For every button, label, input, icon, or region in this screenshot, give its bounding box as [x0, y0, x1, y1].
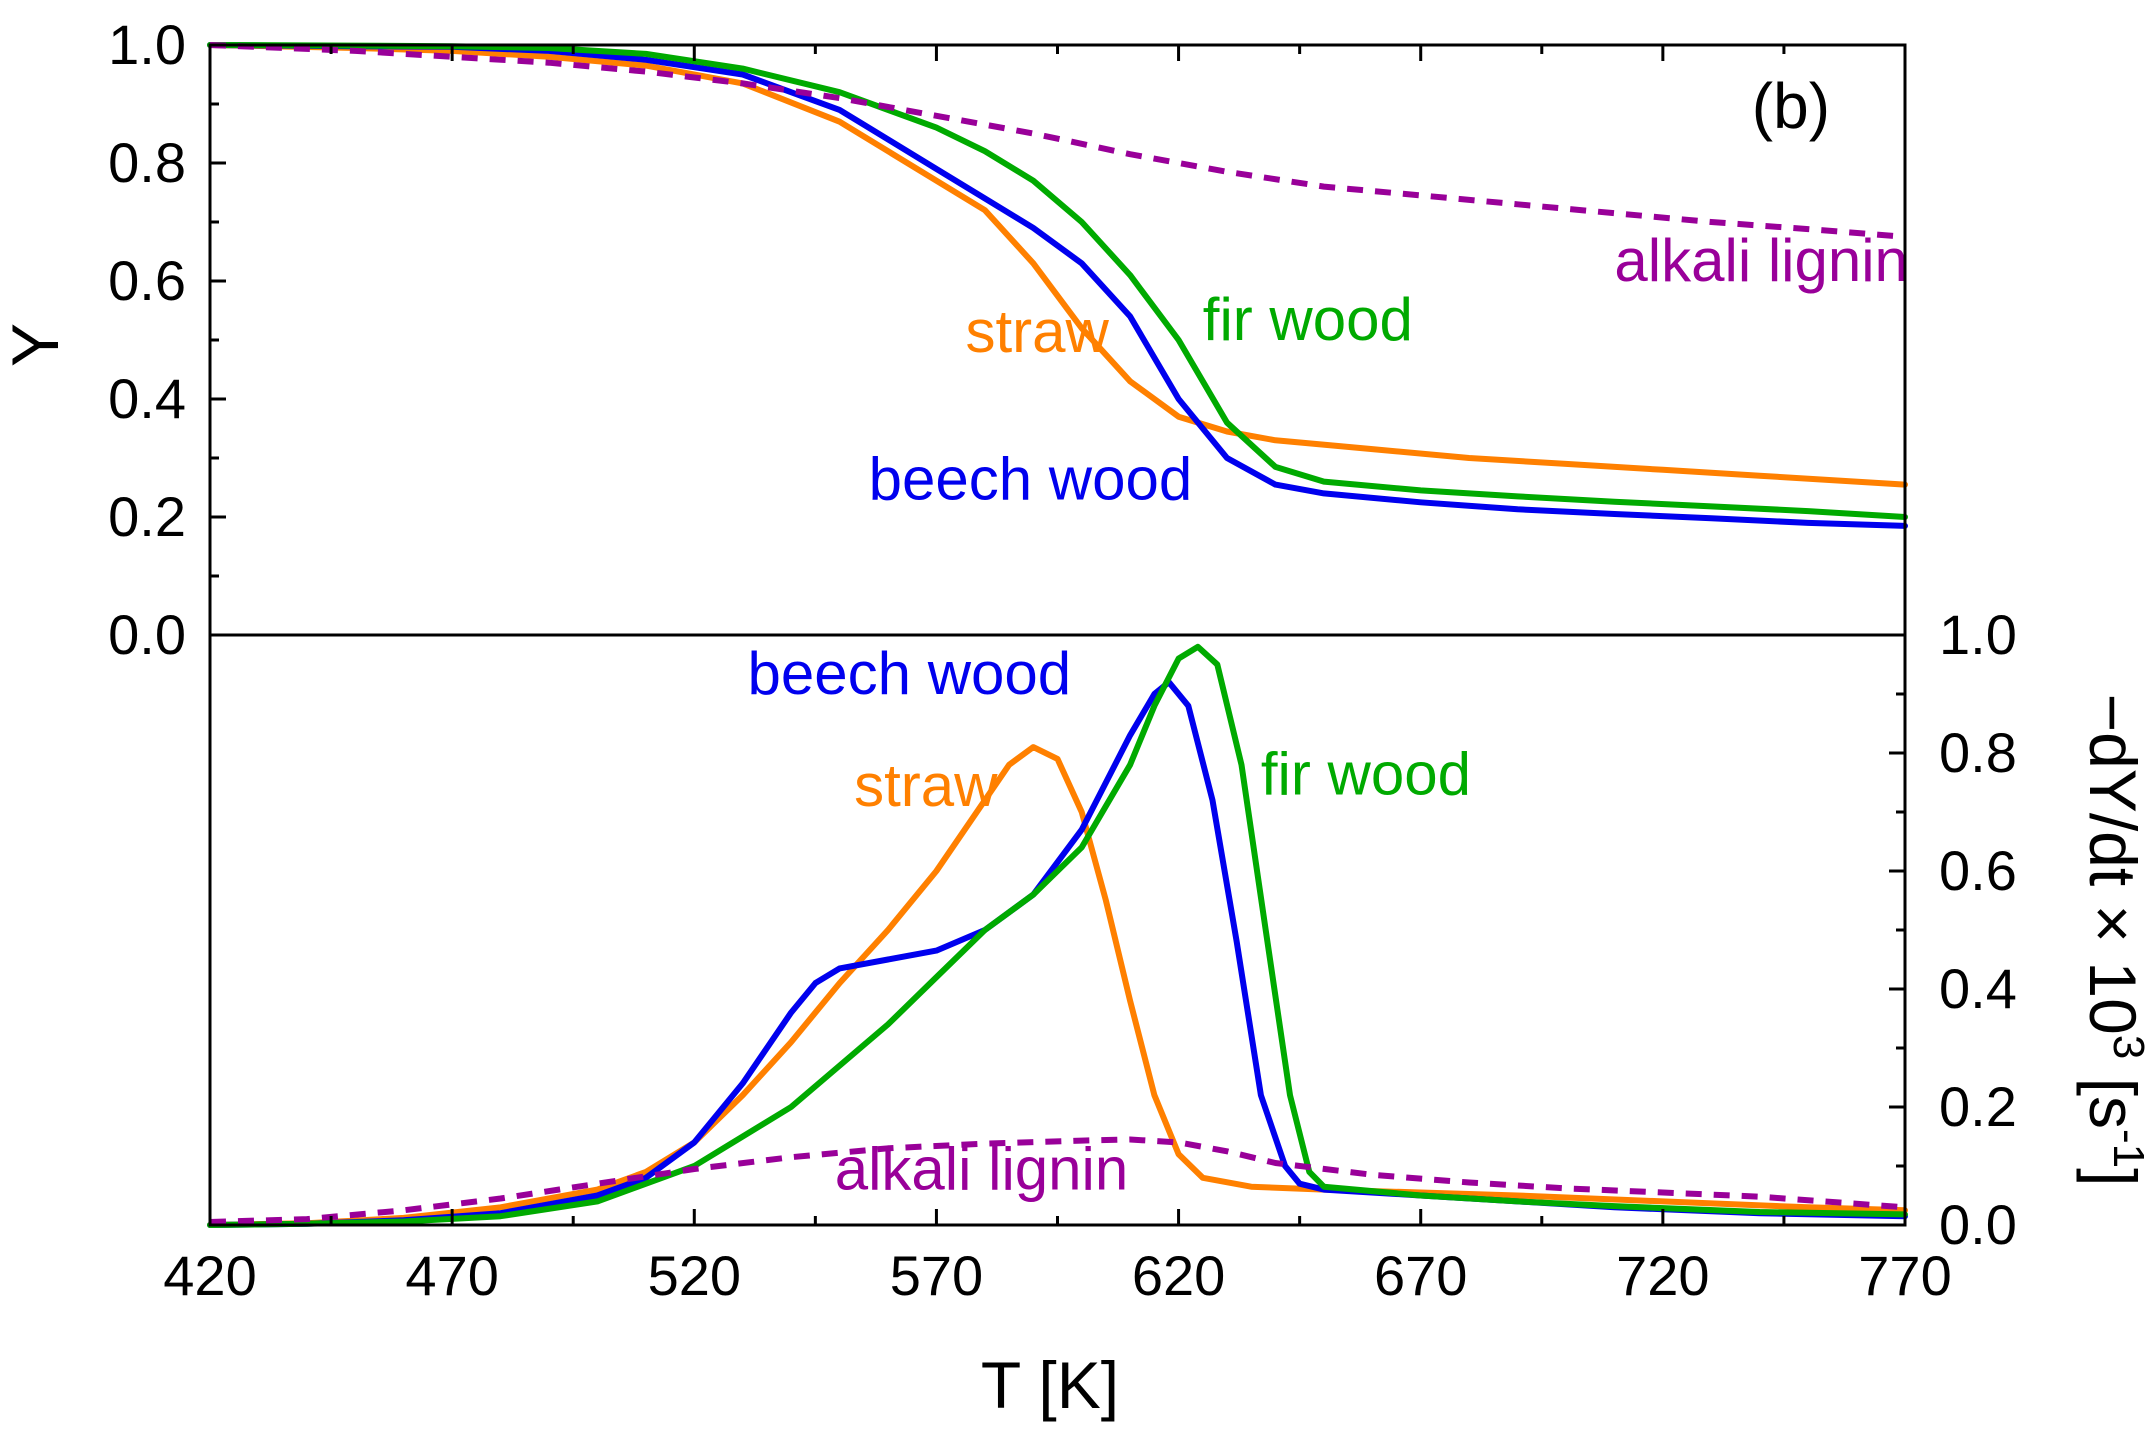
x-tick-label: 570	[890, 1244, 983, 1307]
top-y-axis-title: Y	[0, 323, 72, 367]
x-axis-title: T [K]	[981, 1348, 1119, 1422]
top-y-tick-label: 0.2	[108, 485, 186, 548]
x-tick-label: 420	[163, 1244, 256, 1307]
bottom-y-tick-label: 0.8	[1939, 721, 2017, 784]
top-label-beech-wood: beech wood	[869, 445, 1193, 512]
bottom-label-alkali-lignin: alkali lignin	[835, 1136, 1128, 1203]
top-series-fir-wood	[207, 42, 1908, 520]
series-layer	[207, 42, 1908, 1228]
bottom-series-alkali-lignin	[209, 1136, 1906, 1225]
bottom-y-axis-title-exp: 3	[2105, 1035, 2154, 1059]
top-y-tick-label: 1.0	[108, 13, 186, 76]
top-y-tick-label: 0.6	[108, 249, 186, 312]
bottom-label-straw: straw	[854, 752, 998, 819]
top-y-tick-label: 0.4	[108, 367, 186, 430]
bottom-label-beech-wood: beech wood	[748, 640, 1072, 707]
bottom-y-tick-label: 0.4	[1939, 957, 2017, 1020]
bottom-y-axis-title-unit-exp: -1	[2105, 1129, 2154, 1168]
x-tick-label: 770	[1858, 1244, 1951, 1307]
x-tick-label: 620	[1132, 1244, 1225, 1307]
bottom-y-axis-title-main: −dY/dt × 10	[2076, 694, 2150, 1035]
bottom-series-fir-wood	[207, 643, 1908, 1228]
bottom-y-tick-label: 0.2	[1939, 1075, 2017, 1138]
bottom-y-axis-title-unit: [s	[2076, 1059, 2150, 1129]
top-y-tick-label: 0.8	[108, 131, 186, 194]
bottom-y-axis-title: −dY/dt × 103 [s-1]	[2076, 694, 2154, 1187]
top-y-tick-label: 0.0	[108, 603, 186, 666]
tick-layer: 420 470 520 570 620 670 720 7700.00.20.40.60.81…	[108, 13, 2017, 1307]
top-series-alkali-lignin	[209, 42, 1906, 240]
bottom-y-tick-label: 0.6	[1939, 839, 2017, 902]
top-label-fir-wood: fir wood	[1203, 286, 1413, 353]
series-label-layer: alkali lignin fir wood straw beech wood beec…	[748, 227, 1908, 1203]
top-series-straw	[207, 42, 1908, 488]
panel-label: (b)	[1752, 70, 1830, 142]
x-tick-label: 470	[405, 1244, 498, 1307]
x-tick-label: 520	[648, 1244, 741, 1307]
top-series-beech-wood	[207, 42, 1908, 529]
x-tick-label: 720	[1616, 1244, 1709, 1307]
bottom-label-fir-wood: fir wood	[1261, 740, 1471, 807]
top-label-alkali-lignin: alkali lignin	[1614, 227, 1908, 294]
bottom-y-axis-title-close: ]	[2076, 1168, 2150, 1186]
x-tick-label: 670	[1374, 1244, 1467, 1307]
bottom-y-tick-label: 1.0	[1939, 603, 2017, 666]
bottom-y-tick-label: 0.0	[1939, 1193, 2017, 1256]
top-label-straw: straw	[965, 298, 1109, 365]
